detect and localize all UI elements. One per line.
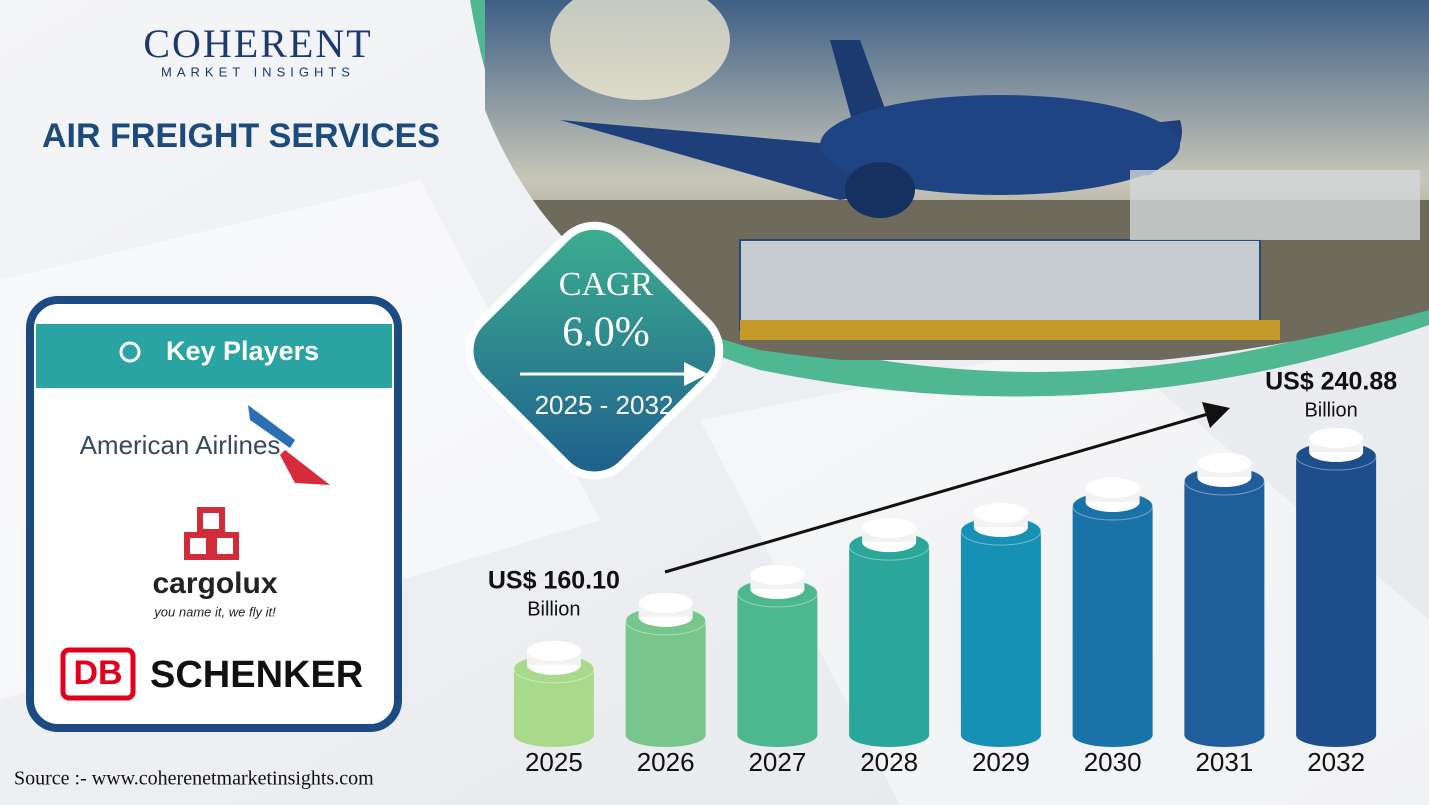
bar: [625, 620, 706, 735]
x-tick-label: 2025: [525, 747, 583, 777]
bar-base: [849, 723, 930, 747]
bar: [737, 592, 818, 735]
bar-cap: [638, 592, 693, 613]
player-name: cargolux: [152, 567, 277, 600]
chart-title: AIR FREIGHT SERVICES: [42, 117, 440, 155]
logo-name: COHERENT: [143, 21, 372, 66]
source: Source :- www.coherenetmarketinsights.co…: [14, 768, 374, 790]
bar: [960, 531, 1041, 735]
cagr-label: CAGR: [559, 266, 654, 303]
bar-base: [625, 723, 706, 747]
bar-base: [1184, 723, 1265, 747]
cargolux-logo: [184, 507, 239, 560]
bar-base: [1072, 723, 1153, 747]
trend-arrowhead: [1202, 402, 1230, 428]
trend-arrow: [664, 412, 1209, 574]
value-label: US$ 160.10: [488, 567, 620, 595]
photo: [485, 0, 1429, 360]
cagr-badge: [465, 221, 724, 480]
bar-cap: [862, 518, 917, 539]
aa-logo: [248, 405, 295, 448]
bar-cap: [1309, 428, 1364, 449]
bar: [849, 546, 930, 735]
x-tick-label: 2031: [1195, 747, 1253, 777]
bar-base: [1296, 723, 1377, 747]
x-tick-label: 2030: [1084, 747, 1142, 777]
bar-base: [513, 723, 594, 747]
db-badge-text: DB: [73, 654, 122, 692]
key-players-panel: [26, 296, 402, 732]
bar-base: [737, 723, 818, 747]
bar-cap: [1197, 453, 1252, 474]
bar-cap: [973, 503, 1028, 524]
aa-logo: [280, 450, 330, 485]
x-tick-label: 2027: [748, 747, 806, 777]
bar: [1184, 481, 1265, 735]
cagr-period: 2025 - 2032: [535, 390, 674, 420]
player-name: American Airlines: [80, 430, 281, 460]
value-unit: Billion: [527, 598, 580, 620]
cagr-arrowhead: [684, 362, 708, 386]
x-tick-label: 2032: [1307, 747, 1365, 777]
value-label: US$ 240.88: [1265, 368, 1397, 396]
x-tick-label: 2028: [860, 747, 918, 777]
bar-cap: [750, 564, 805, 585]
players-icon: [119, 341, 141, 363]
key-players-header: [36, 324, 392, 388]
player-slogan: you name it, we fly it!: [153, 604, 276, 619]
bar-base: [960, 723, 1041, 747]
x-tick-label: 2029: [972, 747, 1030, 777]
key-players-title: Key Players: [166, 336, 319, 366]
value-unit: Billion: [1304, 399, 1357, 421]
logo-tagline: MARKET INSIGHTS: [161, 64, 355, 79]
db-badge: [60, 647, 136, 701]
bar: [1072, 506, 1153, 735]
bar: [1296, 456, 1377, 735]
bar-cap: [526, 640, 581, 661]
bar-cap: [1085, 478, 1140, 499]
x-tick-label: 2026: [637, 747, 695, 777]
cagr-value: 6.0%: [562, 310, 650, 356]
player-name: SCHENKER: [150, 654, 363, 696]
